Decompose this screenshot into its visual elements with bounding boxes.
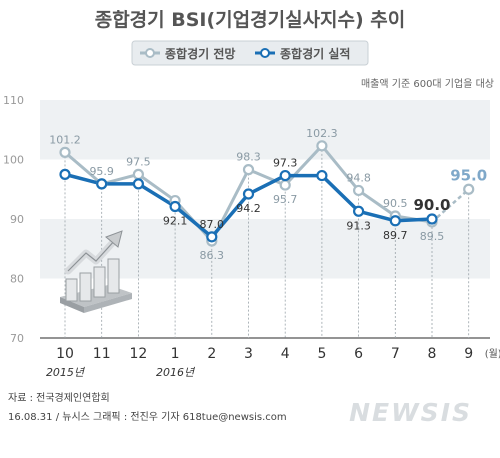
data-label-series-0: 98.3: [236, 151, 261, 164]
data-point-series-0: [59, 146, 71, 158]
x-tick-label: 2: [207, 346, 216, 362]
y-tick-label: 100: [3, 154, 24, 167]
x-tick-label: 4: [281, 346, 290, 362]
year-label: 2015년: [46, 366, 86, 379]
data-point-series-1: [206, 231, 218, 243]
y-axis: 70 80 90 100 110: [3, 94, 490, 345]
data-point-series-1: [316, 169, 328, 182]
data-point-series-1: [353, 205, 365, 217]
data-point-series-1: [96, 178, 108, 190]
data-label-series-1: 90.0: [413, 196, 450, 214]
series-points: [59, 140, 475, 247]
data-point-series-0: [279, 179, 291, 191]
data-point-series-1: [242, 188, 255, 200]
data-label-series-0: 102.3: [306, 127, 338, 140]
data-point-series-1: [59, 168, 71, 180]
chart-note: 매출액 기준 600대 기업을 대상: [361, 77, 494, 90]
grid-bands: [40, 100, 490, 279]
x-tick-label: 12: [129, 346, 147, 362]
y-tick-label: 90: [10, 213, 24, 226]
grid-band: [40, 100, 490, 160]
data-label-series-0: 97.5: [126, 155, 151, 168]
x-tick-label: 5: [317, 346, 326, 362]
x-unit-label: (월): [485, 348, 500, 360]
series-line-0-forecast: [431, 188, 470, 223]
data-label-series-0: 94.8: [346, 171, 371, 184]
data-point-series-0: [242, 164, 255, 176]
x-tick-label: 8: [428, 346, 437, 362]
rising-bar-chart-icon: [60, 230, 132, 313]
x-tick-label: 10: [56, 346, 74, 362]
credit-text: 16.08.31 / 뉴시스 그래픽 : 전진우 기자 618tue@newsi…: [8, 411, 287, 423]
data-labels: 101.2 95.9 97.5 86.3 98.3 95.7 102.3 94.8 90.5 89…: [49, 127, 487, 262]
x-tick-label: 7: [391, 346, 400, 362]
data-label-series-1: 89.7: [383, 229, 408, 242]
data-label-series-0: 95.0: [450, 166, 487, 184]
legend-label-actual: 종합경기 실적: [280, 46, 350, 61]
data-label-series-1: 94.2: [236, 202, 261, 215]
legend-label-forecast: 종합경기 전망: [165, 46, 235, 61]
x-tick-label: 9: [464, 346, 473, 362]
data-point-series-0: [353, 184, 365, 197]
data-label-series-1: 91.3: [346, 219, 371, 232]
legend-marker-forecast: [145, 48, 155, 58]
data-label-series-0: 95.7: [273, 193, 298, 206]
x-tick-label: 3: [244, 346, 253, 362]
watermark: NEWSIS: [349, 398, 472, 427]
x-tick-label: 1: [171, 346, 180, 362]
data-point-series-1: [389, 215, 401, 227]
data-label-series-0: 101.2: [49, 133, 81, 146]
y-tick-label: 110: [3, 94, 24, 107]
data-point-series-1: [132, 178, 144, 190]
data-label-series-1: 92.1: [163, 215, 188, 228]
data-point-series-0: [132, 168, 144, 180]
year-label: 2016년: [156, 366, 196, 379]
legend: 종합경기 전망 종합경기 실적: [131, 40, 369, 66]
data-label-series-1: 87.0: [200, 218, 225, 231]
data-label-series-0: 86.3: [200, 249, 225, 262]
data-point-series-0: [316, 140, 328, 152]
y-tick-label: 80: [10, 273, 24, 286]
y-tick-label: 70: [10, 332, 24, 345]
data-label-series-0: 95.9: [89, 165, 114, 178]
data-point-series-1: [169, 200, 181, 213]
data-label-series-0: 90.5: [383, 197, 408, 210]
legend-marker-actual: [260, 48, 270, 58]
data-point-series-1: [426, 213, 438, 225]
data-point-series-1: [279, 169, 291, 182]
chart-title: 종합경기 BSI(기업경기실사지수) 추이: [95, 9, 406, 31]
data-point-series-0: [463, 183, 475, 195]
source-text: 자료 : 전국경제인연합회: [8, 391, 110, 404]
data-label-series-0: 89.5: [420, 230, 445, 243]
x-tick-label: 11: [93, 346, 111, 362]
data-label-series-1: 97.3: [273, 157, 298, 170]
x-tick-label: 6: [354, 346, 363, 362]
